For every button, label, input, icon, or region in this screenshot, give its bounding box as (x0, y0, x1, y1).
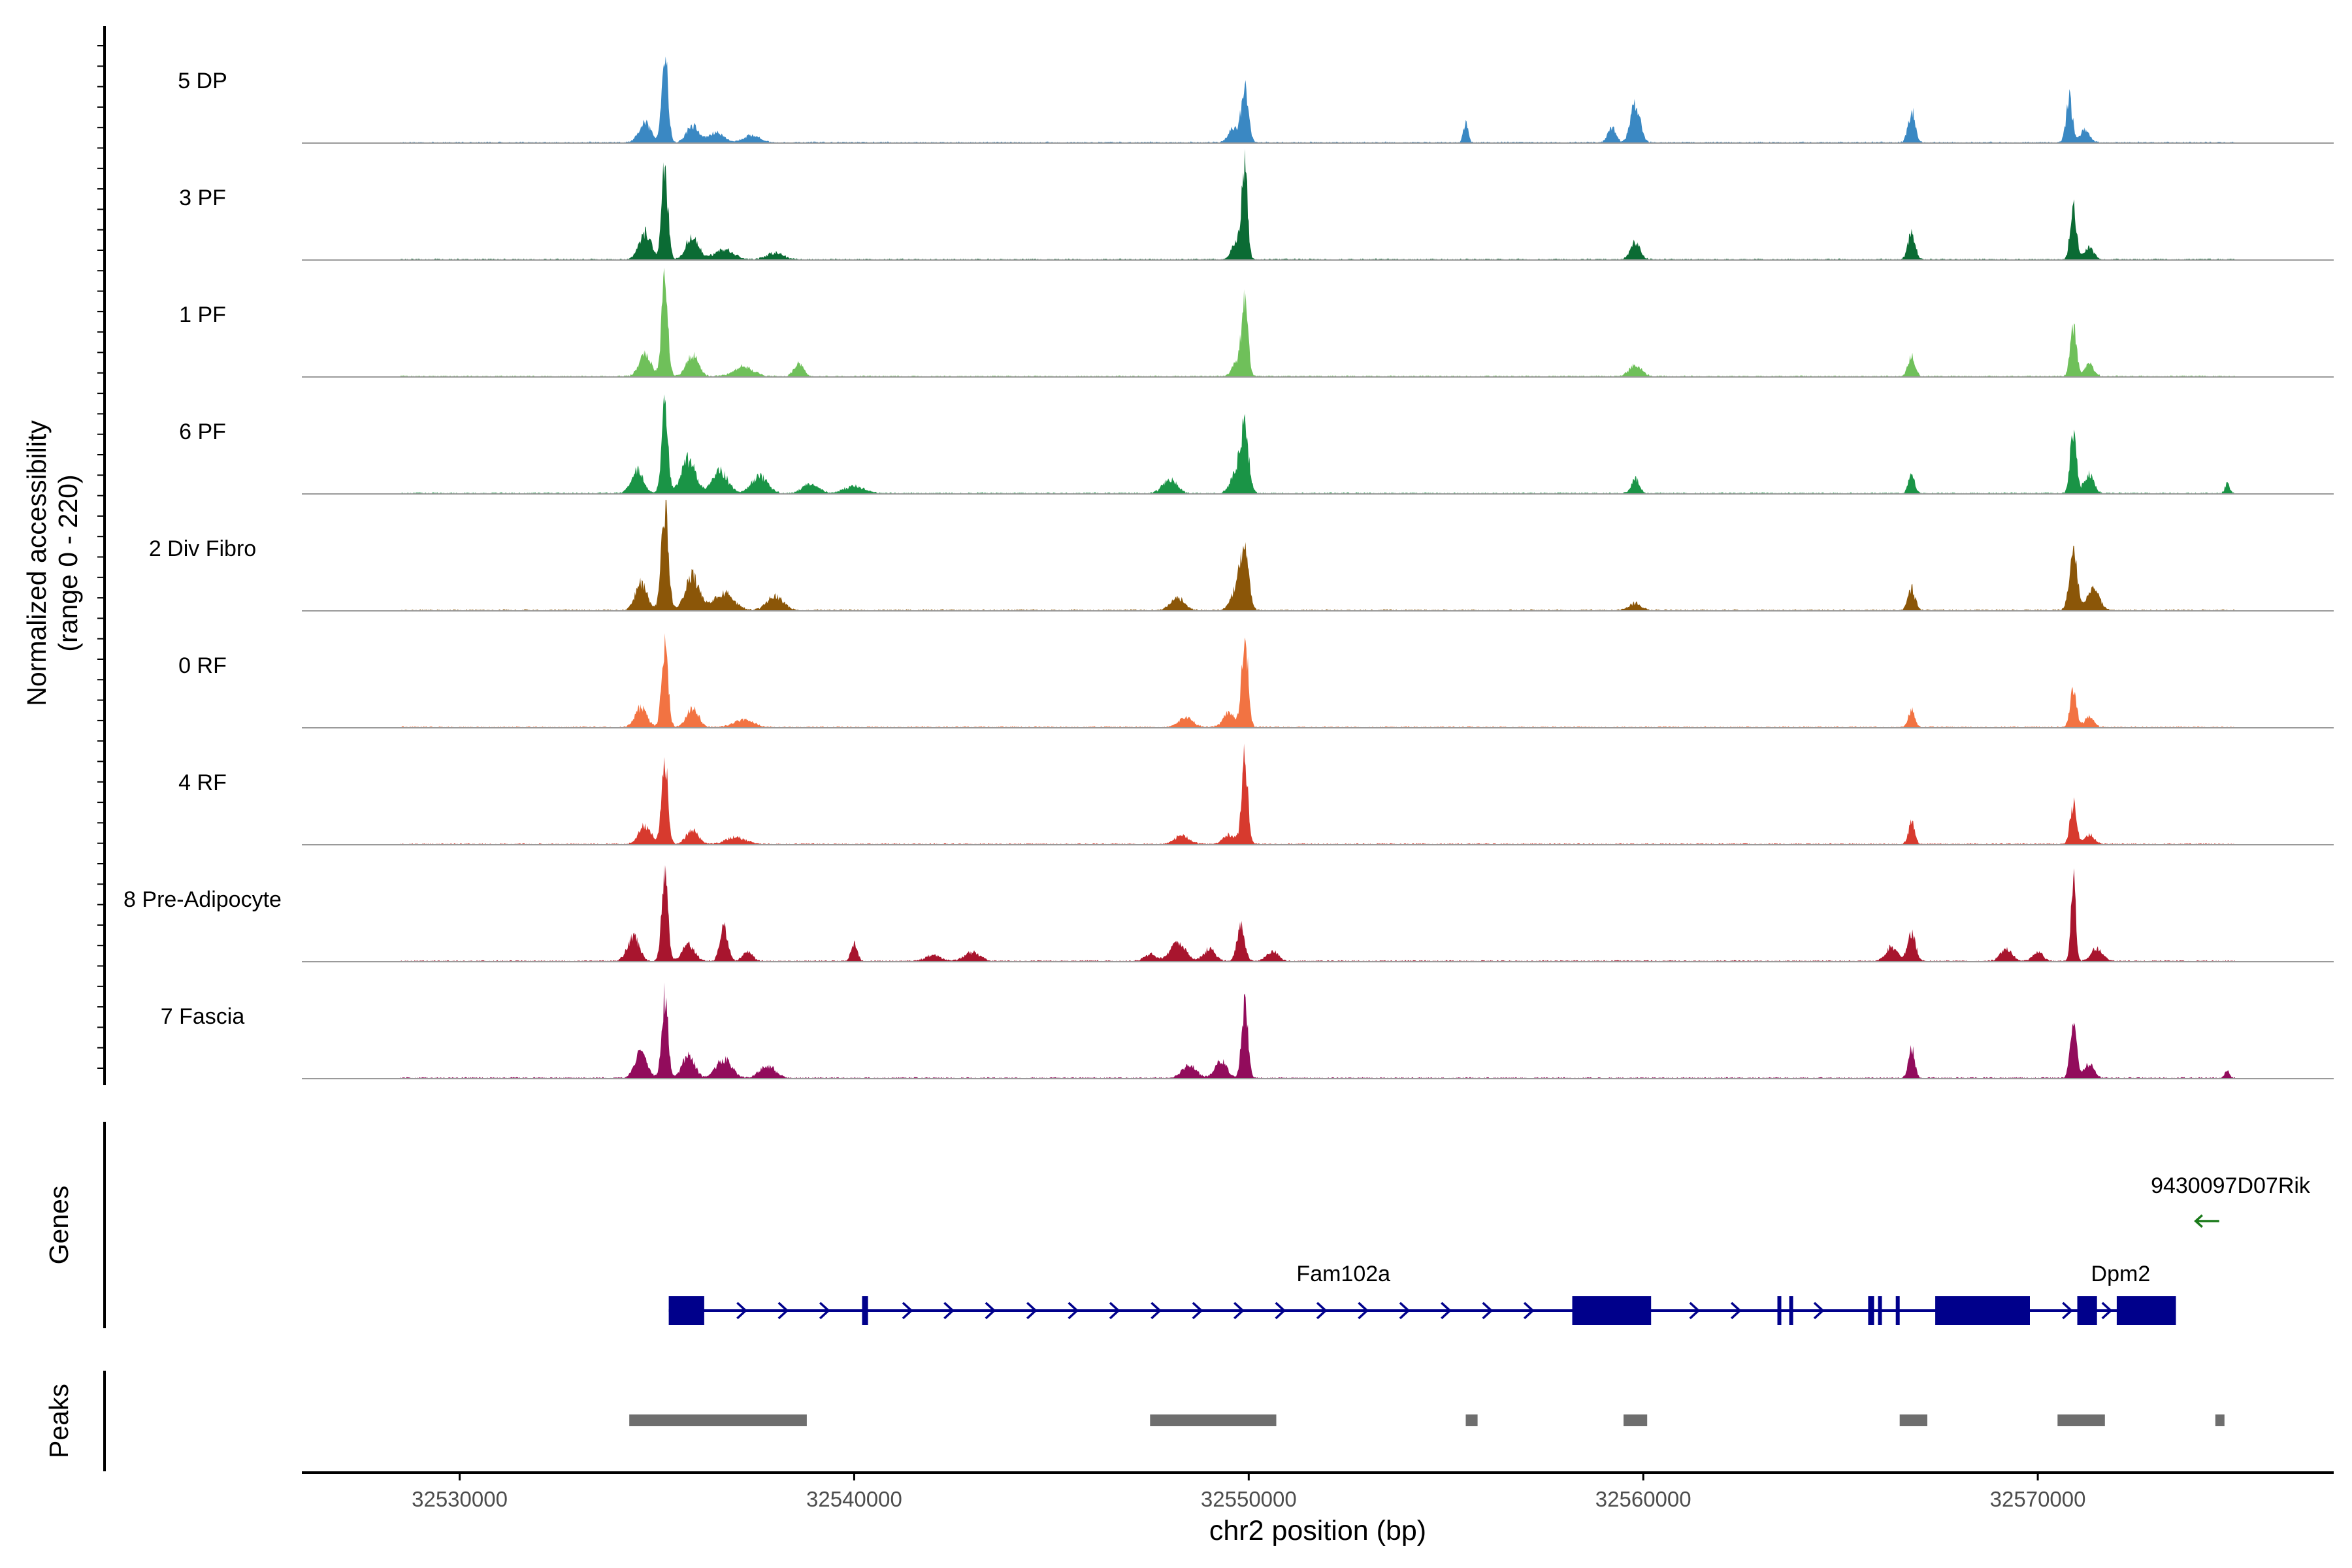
coverage-area (400, 149, 2235, 260)
track-1-pf: 1 PF (179, 267, 2334, 378)
strand-chevron (985, 1301, 996, 1320)
track-7-fascia: 7 Fascia (161, 982, 2334, 1079)
coverage-area (400, 633, 2235, 728)
x-axis-label: chr2 position (bp) (1209, 1515, 1426, 1546)
strand-chevron (1482, 1301, 1494, 1320)
coverage-area (400, 394, 2235, 494)
coverage-area (400, 982, 2235, 1079)
strand-chevron (1523, 1301, 1535, 1320)
peak-bar (629, 1414, 807, 1426)
coverage-area (400, 864, 2235, 962)
strand-chevron (1358, 1301, 1369, 1320)
y-axis-label: Normalized accessibility (22, 420, 52, 706)
track-4-rf: 4 RF (178, 743, 2334, 845)
peak-bar (2215, 1414, 2225, 1426)
strand-chevron (1813, 1301, 1825, 1320)
track-label: 6 PF (179, 419, 226, 444)
strand-chevron (2101, 1301, 2113, 1320)
coverage-area (400, 56, 2235, 143)
strand-chevron (777, 1301, 789, 1320)
gene-label: Fam102a (1296, 1262, 1390, 1286)
strand-chevron (1689, 1301, 1701, 1320)
track-label: 4 RF (178, 770, 227, 795)
peak-bar (1465, 1414, 1478, 1426)
x-tick-label: 32530000 (412, 1487, 508, 1511)
coverage-area (400, 267, 2235, 377)
gene-9430097d07rik: 9430097D07Rik (2151, 1173, 2311, 1228)
track-label: 5 DP (178, 69, 227, 93)
strand-chevron (1730, 1301, 1742, 1320)
strand-chevron (1151, 1301, 1162, 1320)
gene-label: 9430097D07Rik (2151, 1173, 2311, 1198)
strand-chevron (1026, 1301, 1037, 1320)
x-tick-label: 32550000 (1201, 1487, 1297, 1511)
exon (1576, 1296, 1652, 1325)
exon (2077, 1296, 2097, 1325)
strand-chevron (1192, 1301, 1203, 1320)
peak-regions (629, 1414, 2225, 1426)
track-label: 0 RF (178, 653, 227, 678)
track-label: 2 Div Fibro (149, 536, 256, 561)
coverage-area (400, 500, 2235, 611)
exon (862, 1296, 868, 1325)
y-axis (97, 26, 106, 1085)
coverage-tracks: 5 DP 3 PF 1 PF 6 PF 2 Div Fibro 0 RF 4 RF 8 Pre… (123, 56, 2334, 1079)
track-6-pf: 6 PF (179, 394, 2334, 495)
peaks-track-label: Peaks (44, 1384, 74, 1458)
track-label: 7 Fascia (161, 1004, 245, 1029)
x-tick-label: 32570000 (1990, 1487, 2086, 1511)
exon (1777, 1296, 1782, 1325)
gene-label: Dpm2 (2091, 1262, 2151, 1286)
exon (1572, 1296, 1576, 1325)
gene-dpm2: Dpm2 (2077, 1262, 2176, 1325)
track-5-dp: 5 DP (178, 56, 2334, 144)
strand-chevron (2062, 1301, 2073, 1320)
track-2-div-fibro: 2 Div Fibro (149, 500, 2334, 612)
strand-chevron (1109, 1301, 1120, 1320)
genes-track-label: Genes (44, 1186, 74, 1265)
track-label: 1 PF (179, 302, 226, 327)
exon (1868, 1296, 1874, 1325)
strand-chevron (1275, 1301, 1286, 1320)
strand-chevron (1316, 1301, 1328, 1320)
track-8-pre-adipocyte: 8 Pre-Adipocyte (123, 864, 2334, 962)
peak-bar (2057, 1414, 2105, 1426)
x-tick-label: 32560000 (1595, 1487, 1691, 1511)
track-label: 3 PF (179, 186, 226, 210)
exon (2116, 1296, 2176, 1325)
strand-chevron (736, 1301, 747, 1320)
strand-chevron (1399, 1301, 1411, 1320)
coverage-area (400, 743, 2235, 845)
x-axis-ticks: 32530000 32540000 32550000 32560000 32570000 (412, 1473, 2086, 1511)
exon (1878, 1296, 1882, 1325)
strand-chevron (1441, 1301, 1452, 1320)
gene-fam102a: Fam102a (668, 1262, 2078, 1325)
strand-chevron (1068, 1301, 1079, 1320)
gene-models: Fam102a Dpm2 9430097D07Rik (668, 1173, 2311, 1325)
peak-bar (1624, 1414, 1648, 1426)
exon (1789, 1296, 1793, 1325)
y-axis-range-label: (range 0 - 220) (53, 474, 83, 651)
exon (1935, 1296, 2030, 1325)
track-0-rf: 0 RF (178, 633, 2334, 728)
exon (1895, 1296, 1900, 1325)
strand-chevron (943, 1301, 955, 1320)
strand-chevron (819, 1301, 830, 1320)
peak-bar (1150, 1414, 1277, 1426)
exon (668, 1296, 704, 1325)
peak-bar (1899, 1414, 1927, 1426)
strand-chevron (902, 1301, 913, 1320)
minus-strand-arrow-icon (2194, 1214, 2219, 1228)
track-3-pf: 3 PF (179, 149, 2334, 261)
strand-chevron (1233, 1301, 1245, 1320)
x-tick-label: 32540000 (806, 1487, 902, 1511)
track-label: 8 Pre-Adipocyte (123, 887, 282, 912)
